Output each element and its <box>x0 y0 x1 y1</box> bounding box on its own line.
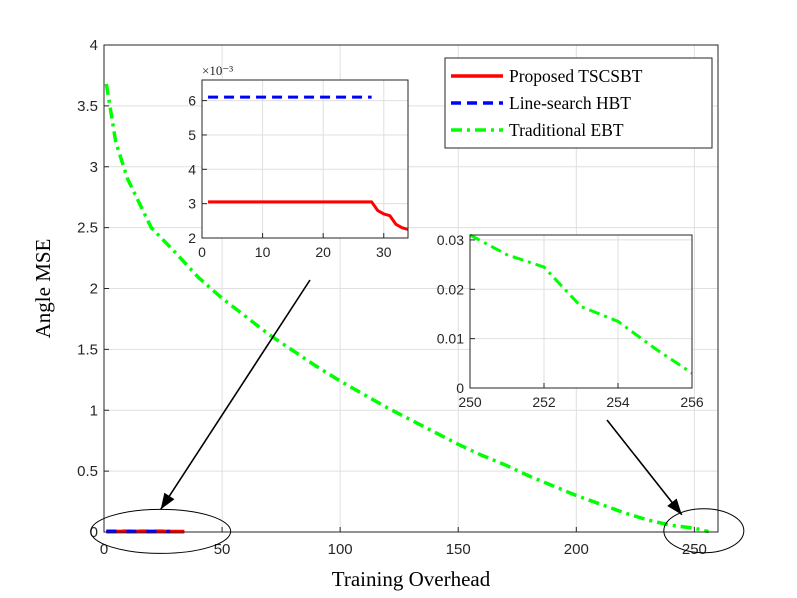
x-tick-label: 252 <box>532 394 556 410</box>
legend-label: Traditional EBT <box>509 120 624 140</box>
x-axis-label: Training Overhead <box>332 567 491 591</box>
y-tick-label: 0.01 <box>437 331 464 347</box>
series-line-traditional-ebt <box>470 233 692 375</box>
inset-left-lines <box>208 95 408 231</box>
zoom-arrow-left <box>160 279 311 510</box>
x-tick-label: 0 <box>100 541 108 558</box>
x-tick-label: 200 <box>564 541 589 558</box>
inset-right-frame <box>469 234 693 389</box>
y-tick-label: 3 <box>90 159 98 176</box>
legend: Proposed TSCSBT Line-search HBT Traditiona… <box>444 57 713 149</box>
x-tick-label: 100 <box>328 541 353 558</box>
y-tick-label: 6 <box>188 93 196 109</box>
inset-left-ticks: 0 10 20 30 2 3 4 5 6 <box>188 93 392 260</box>
y-tick-label: 1 <box>90 402 98 419</box>
legend-label: Line-search HBT <box>509 93 631 113</box>
inset-right: 250 252 254 256 0 0.01 0.02 0.03 <box>437 232 704 410</box>
y-tick-label: 3 <box>188 196 196 212</box>
zoom-ellipse-right <box>663 508 745 554</box>
inset-left-background <box>202 80 408 238</box>
inset-left-frame <box>201 79 409 239</box>
y-axis-label: Angle MSE <box>31 239 55 339</box>
y-tick-label: 4 <box>90 37 98 54</box>
x-tick-label: 30 <box>376 244 392 260</box>
y-tick-label: 0.02 <box>437 281 464 297</box>
y-tick-label: 4 <box>188 161 196 177</box>
inset-left-exponent: ×10⁻³ <box>202 63 233 78</box>
zoom-arrow-right <box>606 419 683 516</box>
y-tick-label: 0 <box>90 524 98 541</box>
x-tick-label: 0 <box>198 244 206 260</box>
x-tick-label: 256 <box>680 394 704 410</box>
series-line-traditional-ebt <box>104 83 709 534</box>
x-tick-label: 250 <box>458 394 482 410</box>
inset-right-lines <box>470 233 692 375</box>
y-tick-label: 1.5 <box>77 341 98 358</box>
x-tick-label: 10 <box>255 244 271 260</box>
inset-right-ticks: 250 252 254 256 0 0.01 0.02 0.03 <box>437 232 704 410</box>
zoom-arrowhead-left <box>160 492 175 510</box>
inset-left: 0 10 20 30 2 3 4 5 6 ×10⁻³ <box>188 63 409 260</box>
y-tick-label: 5 <box>188 127 196 143</box>
y-tick-label: 0.03 <box>437 232 464 248</box>
y-tick-label: 2 <box>90 281 98 298</box>
inset-right-background <box>470 235 692 388</box>
series-line-proposed-tscsbt <box>208 200 408 231</box>
y-tick-label: 0 <box>456 380 464 396</box>
zoom-annotations <box>90 279 745 554</box>
x-tick-label: 50 <box>214 541 231 558</box>
x-tick-label: 20 <box>315 244 331 260</box>
y-tick-label: 2 <box>188 230 196 246</box>
y-tick-label: 3.5 <box>77 98 98 115</box>
legend-label: Proposed TSCSBT <box>509 66 643 86</box>
x-tick-label: 150 <box>446 541 471 558</box>
x-tick-label: 254 <box>606 394 630 410</box>
y-tick-label: 2.5 <box>77 220 98 237</box>
legend-items: Proposed TSCSBT Line-search HBT Traditiona… <box>451 66 643 140</box>
y-tick-label: 0.5 <box>77 463 98 480</box>
x-tick-label: 250 <box>682 541 707 558</box>
zoom-arrowhead-right <box>667 498 682 515</box>
